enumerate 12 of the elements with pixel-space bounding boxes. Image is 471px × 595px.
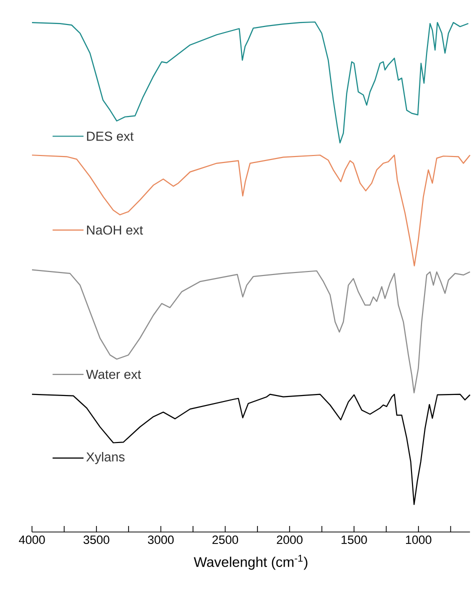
legend-label: DES ext — [87, 132, 134, 141]
x-tick-label: 3500 — [84, 536, 110, 544]
x-tick-label: 3000 — [148, 536, 174, 544]
x-tick-label: 2500 — [212, 536, 238, 544]
legend-label: Xylans — [86, 452, 125, 464]
x-tick-label: 1000 — [406, 536, 432, 544]
x-tick-label: 1500 — [342, 536, 367, 544]
x-tick-label: 2000 — [276, 536, 303, 544]
legend-label: NaOH ext — [87, 225, 143, 235]
x-axis-title: Wavelenght (cm$^{-1}$) — [194, 554, 308, 570]
x-tick-label: 4000 — [18, 536, 45, 544]
legend-label: Water ext — [86, 370, 142, 379]
